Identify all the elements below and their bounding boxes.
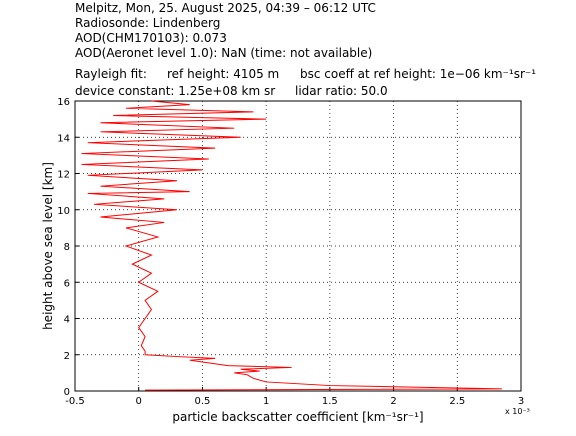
rayleigh-label: Rayleigh fit:	[75, 67, 147, 81]
x-tick-label: 3	[518, 396, 524, 407]
y-axis-label: height above sea level [km]	[41, 162, 55, 330]
header-line: AOD(Aeronet level 1.0): NaN (time: not a…	[75, 46, 372, 60]
y-tick-label: 16	[57, 97, 70, 108]
x-tick-label: 2.5	[449, 396, 465, 407]
x-tick-label: 2	[390, 396, 396, 407]
x-tick-label: 1	[263, 396, 269, 407]
x-tick-label: -0.5	[65, 396, 85, 407]
x-axis-label: particle backscatter coefficient [km⁻¹sr…	[172, 410, 423, 424]
profile-line	[81, 100, 502, 391]
x-tick-label: 1.5	[322, 396, 338, 407]
y-tick-label: 12	[57, 170, 70, 181]
y-tick-label: 8	[64, 242, 70, 253]
y-tick-label: 10	[57, 206, 70, 217]
y-tick-label: 0	[64, 387, 70, 398]
lidar-ratio: lidar ratio: 50.0	[295, 84, 388, 98]
plot-frame	[74, 100, 522, 392]
y-tick-label: 6	[64, 278, 70, 289]
y-tick-label: 4	[64, 315, 70, 326]
y-tick-label: 14	[57, 133, 70, 144]
header-line: AOD(CHM170103): 0.073	[75, 31, 227, 45]
rayleigh-bsc: bsc coeff at ref height: 1e−06 km⁻¹sr⁻¹	[300, 67, 536, 81]
y-tick-label: 2	[64, 351, 70, 362]
header-line: Melpitz, Mon, 25. August 2025, 04:39 – 0…	[75, 1, 376, 15]
device-constant: device constant: 1.25e+08 km sr	[75, 84, 275, 98]
x-tick-label: 0	[136, 396, 142, 407]
x-exponent: x 10⁻³	[505, 407, 530, 416]
header-line: Radiosonde: Lindenberg	[75, 16, 220, 30]
rayleigh-ref: ref height: 4105 m	[167, 67, 279, 81]
x-tick-label: 0.5	[194, 396, 210, 407]
